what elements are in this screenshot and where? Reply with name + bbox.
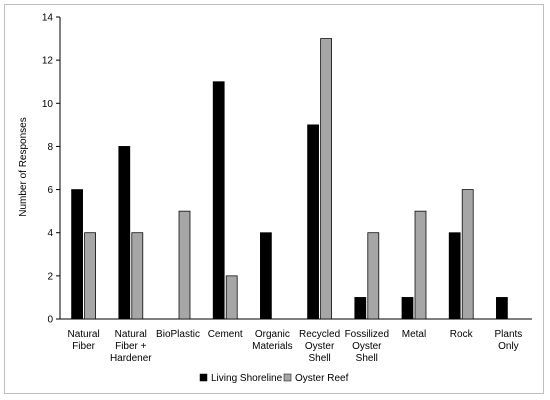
- category-label: Organic: [255, 329, 290, 340]
- category-label: Hardener: [110, 353, 152, 364]
- category-label: Metal: [402, 329, 426, 340]
- bar-oyster-reef: [367, 232, 380, 320]
- legend-label: Oyster Reef: [295, 373, 349, 384]
- category-label: Oyster: [352, 341, 382, 352]
- y-tick-label: 8: [47, 142, 53, 153]
- bar-oyster-reef: [414, 210, 427, 320]
- category-label: Natural: [67, 329, 99, 340]
- bar-oyster-reef: [461, 189, 474, 320]
- category-label: Recycled: [299, 329, 340, 340]
- bar-oyster-reef: [225, 275, 238, 320]
- bars: [71, 38, 508, 320]
- category-label: Fossilized: [345, 329, 389, 340]
- category-label: Shell: [356, 353, 378, 364]
- y-tick-label: 14: [42, 13, 54, 24]
- bar-oyster-reef: [131, 232, 144, 320]
- legend: Living Shoreline Oyster Reef: [199, 373, 349, 384]
- category-label: Cement: [208, 329, 243, 340]
- legend-swatch: [283, 373, 292, 382]
- bar-living-shoreline: [118, 146, 131, 320]
- category-label: Natural: [115, 329, 147, 340]
- bar-living-shoreline: [212, 81, 225, 320]
- y-axis-label: Number of Responses: [18, 117, 29, 217]
- bar-oyster-reef: [320, 38, 332, 320]
- category-label: Fiber: [72, 341, 95, 352]
- bar-living-shoreline: [307, 124, 319, 320]
- bar-living-shoreline: [71, 189, 83, 320]
- bar-oyster-reef: [84, 232, 96, 320]
- category-label: BioPlastic: [156, 329, 200, 340]
- category-label: Rock: [450, 329, 474, 340]
- category-label: Materials: [252, 341, 293, 352]
- category-label: Oyster: [305, 341, 335, 352]
- legend-label: Living Shoreline: [211, 373, 283, 384]
- category-label: Plants: [495, 329, 523, 340]
- y-tick-label: 4: [47, 228, 53, 239]
- y-tick-label: 6: [47, 185, 53, 196]
- bar-living-shoreline: [354, 297, 367, 320]
- bar-living-shoreline: [401, 297, 414, 320]
- category-label: Only: [498, 341, 519, 352]
- y-tick-label: 12: [42, 56, 54, 67]
- bar-oyster-reef: [178, 210, 191, 320]
- y-tick-label: 10: [42, 99, 54, 110]
- bar-living-shoreline: [448, 232, 461, 320]
- y-tick-label: 2: [47, 271, 53, 282]
- category-label: Shell: [308, 353, 330, 364]
- y-axis: 0 2 4 6 8 10 12 14: [42, 13, 61, 326]
- chart-frame: [4, 4, 544, 394]
- category-label: Fiber +: [115, 341, 147, 352]
- y-tick-label: 0: [47, 315, 53, 326]
- bar-living-shoreline: [496, 297, 508, 320]
- legend-swatch: [199, 373, 208, 382]
- bar-living-shoreline: [260, 232, 272, 320]
